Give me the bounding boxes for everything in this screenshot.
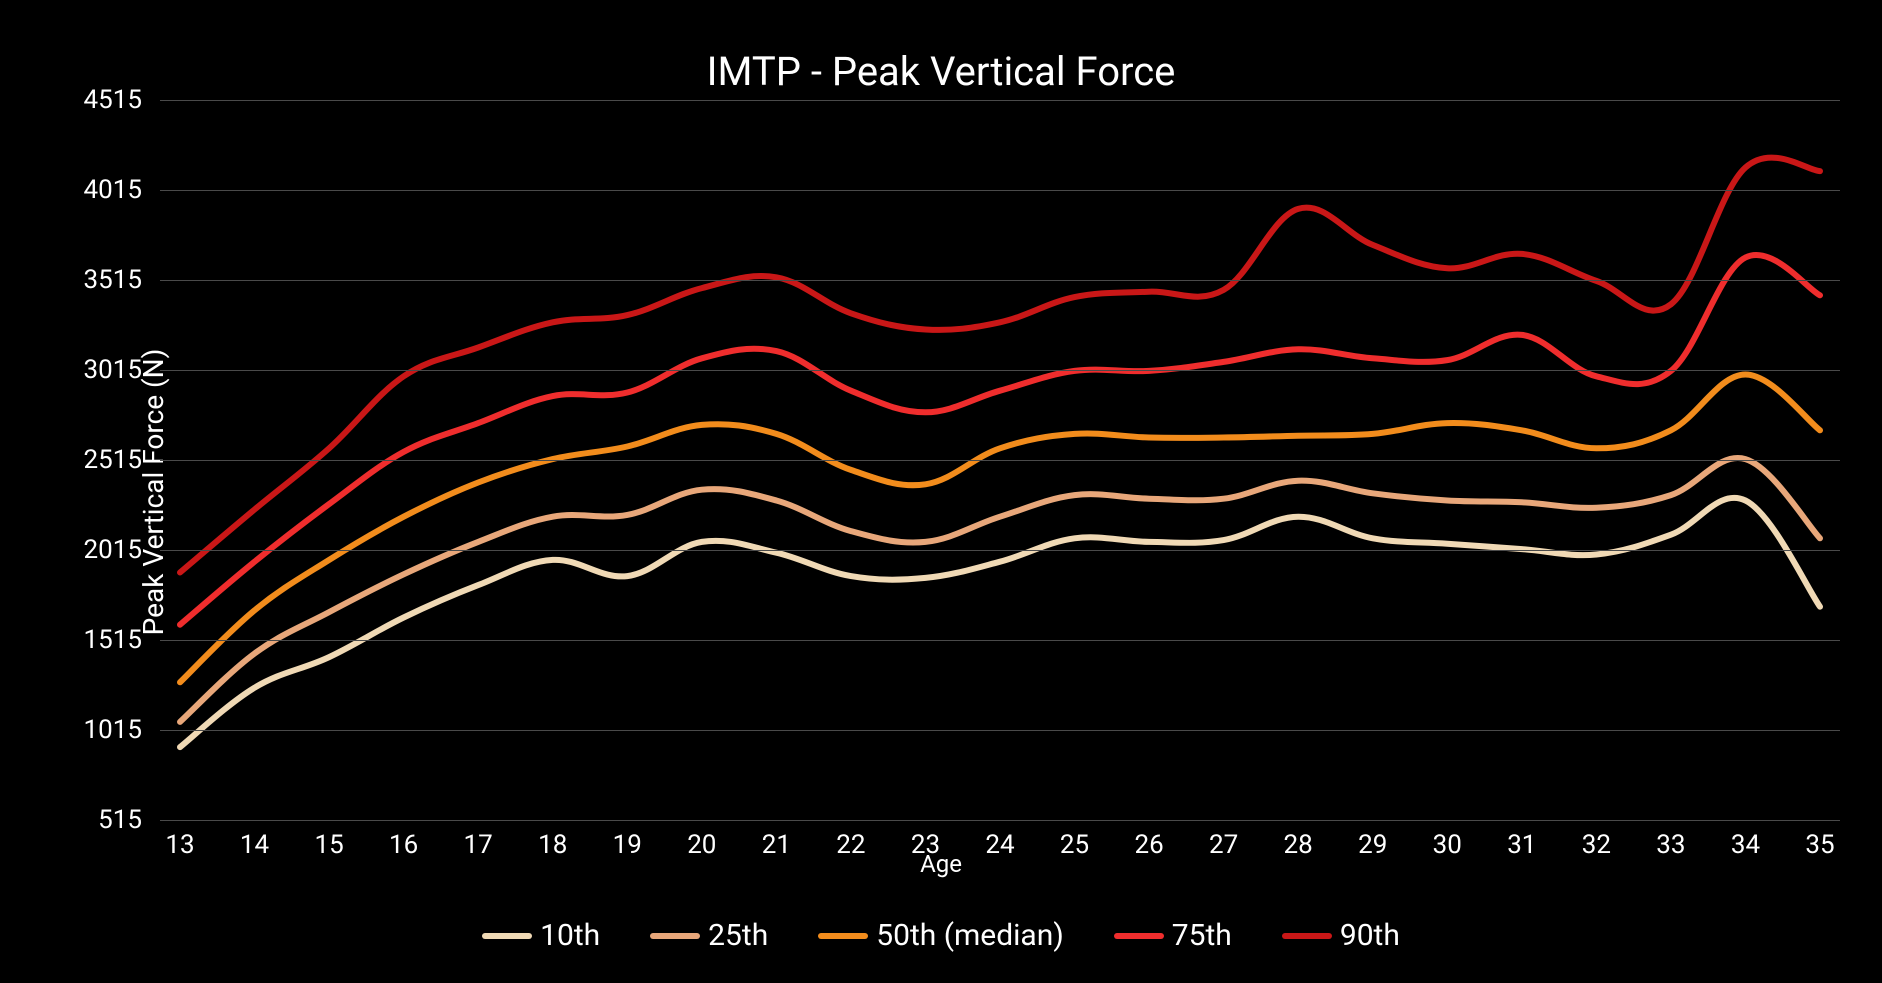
legend-swatch (482, 933, 532, 939)
legend-item: 25th (650, 918, 768, 953)
gridline (160, 190, 1840, 191)
gridline (160, 460, 1840, 461)
chart-legend: 10th 25th 50th (median) 75th 90th (0, 918, 1882, 953)
legend-item: 90th (1282, 918, 1400, 953)
series-line-50th-median- (180, 375, 1820, 683)
y-tick-label: 4515 (84, 85, 142, 115)
legend-label: 10th (540, 918, 600, 953)
legend-label: 90th (1340, 918, 1400, 953)
plot-area: 5151015151520152515301535154015451513141… (160, 100, 1840, 820)
y-tick-label: 2015 (84, 535, 142, 565)
y-tick-label: 3015 (84, 355, 142, 385)
legend-swatch (1282, 933, 1332, 939)
gridline (160, 730, 1840, 731)
legend-item: 50th (median) (818, 918, 1064, 953)
gridline (160, 280, 1840, 281)
chart-title: IMTP - Peak Vertical Force (0, 48, 1882, 95)
series-line-25th (180, 458, 1820, 722)
legend-label: 25th (708, 918, 768, 953)
gridline (160, 370, 1840, 371)
legend-swatch (818, 933, 868, 939)
y-tick-label: 2515 (84, 445, 142, 475)
legend-swatch (650, 933, 700, 939)
y-tick-label: 515 (98, 805, 142, 835)
gridline (160, 820, 1840, 821)
gridline (160, 550, 1840, 551)
legend-item: 10th (482, 918, 600, 953)
legend-label: 50th (median) (876, 918, 1064, 953)
series-line-75th (180, 255, 1820, 625)
x-axis-label: Age (0, 850, 1882, 878)
gridline (160, 640, 1840, 641)
legend-item: 75th (1114, 918, 1232, 953)
y-tick-label: 3515 (84, 265, 142, 295)
legend-label: 75th (1172, 918, 1232, 953)
y-tick-label: 1015 (84, 715, 142, 745)
gridline (160, 100, 1840, 101)
series-line-10th (180, 498, 1820, 747)
chart-container: IMTP - Peak Vertical Force Peak Vertical… (0, 0, 1882, 983)
legend-swatch (1114, 933, 1164, 939)
y-tick-label: 4015 (84, 175, 142, 205)
y-tick-label: 1515 (84, 625, 142, 655)
